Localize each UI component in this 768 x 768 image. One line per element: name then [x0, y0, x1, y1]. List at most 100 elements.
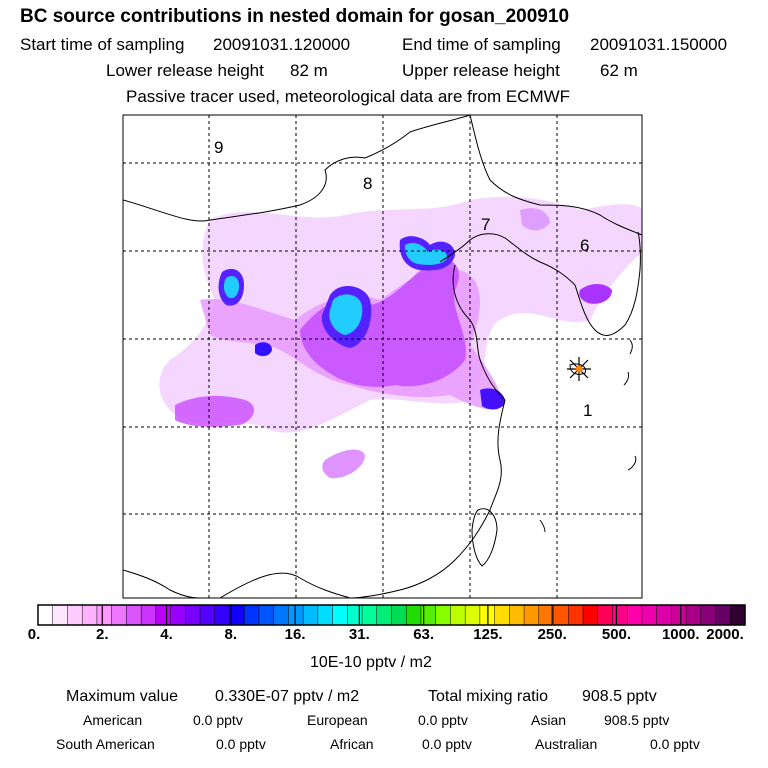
coastlines	[123, 115, 642, 598]
total-mixing-label: Total mixing ratio	[428, 688, 549, 705]
region-label-9: 9	[214, 138, 223, 157]
lower-height-value: 82 m	[290, 61, 328, 80]
colorbar-cell	[450, 604, 466, 626]
colorbar-cell	[626, 604, 643, 626]
colorbar-cell	[317, 604, 334, 626]
end-time-label: End time of sampling	[402, 35, 561, 54]
colorbar-cell	[214, 604, 231, 626]
start-time-value: 20091031.120000	[213, 35, 351, 54]
colorbar-cell	[671, 604, 687, 626]
colorbar-cell	[641, 604, 658, 626]
continent-european-value: 0.0 pptv	[418, 712, 468, 728]
max-value: 0.330E-07 pptv / m2	[215, 688, 360, 705]
colorbar-cell	[568, 604, 584, 626]
continent-australian-value: 0.0 pptv	[650, 736, 700, 752]
colorbar-frame	[37, 604, 746, 626]
colorbar-cell	[67, 604, 83, 626]
map-field	[123, 115, 642, 598]
colorbar-tick-label: 63.	[413, 626, 435, 643]
colorbar-cell	[656, 604, 672, 626]
continent-american-label: American	[83, 712, 143, 728]
region-label-7: 7	[481, 215, 490, 234]
colorbar	[37, 604, 746, 626]
receptor-dot	[575, 365, 583, 373]
concentration-field	[159, 197, 642, 479]
colorbar-tick-label: 4.	[160, 626, 173, 643]
colorbar-tick-label: 500.	[601, 626, 632, 643]
colorbar-cell	[597, 604, 613, 626]
lower-height-label: Lower release height	[106, 61, 264, 80]
region-label-1: 1	[583, 401, 592, 420]
region-label-8: 8	[363, 174, 372, 193]
receptor-star-icon	[567, 357, 591, 381]
colorbar-units: 10E-10 pptv / m2	[310, 654, 432, 671]
continent-asian-label: Asian	[531, 712, 567, 728]
colorbar-tick-label: 31.	[348, 626, 370, 643]
colorbar-cell	[81, 604, 98, 626]
colorbar-cell	[523, 604, 540, 626]
colorbar-cell	[185, 604, 201, 626]
colorbar-tick-label: 16.	[284, 626, 306, 643]
figure-title: BC source contributions in nested domain…	[20, 6, 570, 27]
colorbar-cell	[170, 604, 186, 626]
colorbar-cell	[199, 604, 216, 626]
continent-south-american-value: 0.0 pptv	[216, 736, 266, 752]
colorbar-cell	[435, 604, 451, 626]
colorbar-cell	[361, 604, 378, 626]
continent-asian-value: 908.5 pptv	[604, 712, 670, 728]
colorbar-cell	[111, 604, 127, 626]
colorbar-cell	[273, 604, 289, 626]
colorbar-cell	[730, 604, 746, 626]
colorbar-tick-label: 0.	[27, 626, 41, 643]
colorbar-cell	[126, 604, 142, 626]
colorbar-cell	[243, 604, 260, 626]
colorbar-tick-label: 250.	[537, 626, 567, 643]
colorbar-cell	[391, 604, 407, 626]
colorbar-cell	[140, 604, 157, 626]
colorbar-cell	[155, 604, 172, 626]
colorbar-tick-label: 2.	[96, 626, 109, 643]
colorbar-cell	[700, 604, 717, 626]
region-label-6: 6	[580, 236, 589, 255]
colorbar-cell	[715, 604, 731, 626]
colorbar-cell	[37, 604, 54, 626]
upper-height-value: 62 m	[600, 61, 638, 80]
continent-australian-label: Australian	[535, 736, 598, 752]
colorbar-cell	[553, 604, 569, 626]
upper-height-label: Upper release height	[402, 61, 560, 80]
colorbar-cell	[332, 604, 348, 626]
colorbar-cell	[376, 604, 393, 626]
continent-european-label: European	[307, 712, 368, 728]
colorbar-cell	[52, 604, 69, 626]
continent-american-value: 0.0 pptv	[193, 712, 243, 728]
end-time-value: 20091031.150000	[590, 35, 728, 54]
colorbar-cell	[96, 604, 113, 626]
map-frame	[122, 114, 643, 599]
continent-african-value: 0.0 pptv	[422, 736, 472, 752]
max-value-label: Maximum value	[66, 688, 179, 705]
colorbar-cell	[288, 604, 304, 626]
tracer-note: Passive tracer used, meteorological data…	[126, 87, 571, 106]
colorbar-tick-label: 2000.	[706, 626, 744, 643]
colorbar-cell	[464, 604, 481, 626]
start-time-label: Start time of sampling	[20, 35, 185, 54]
colorbar-cell	[302, 604, 319, 626]
colorbar-cell	[347, 604, 363, 626]
colorbar-cell	[685, 604, 702, 626]
footprint-map: 9 8 7 6 1	[37, 114, 746, 626]
colorbar-cell	[582, 604, 599, 626]
colorbar-tick-label: 1000.	[661, 626, 700, 643]
colorbar-tick-label: 8.	[224, 626, 238, 643]
colorbar-tick-label: 125.	[473, 626, 503, 643]
colorbar-cell	[494, 604, 510, 626]
colorbar-cell	[229, 604, 245, 626]
colorbar-cell	[612, 604, 628, 626]
colorbar-cell	[405, 604, 422, 626]
total-mixing-value: 908.5 pptv	[582, 688, 657, 705]
continent-african-label: African	[330, 736, 374, 752]
colorbar-cell	[538, 604, 555, 626]
region-grid	[123, 115, 642, 598]
colorbar-cell	[258, 604, 275, 626]
colorbar-cell	[509, 604, 525, 626]
continent-south-american-label: South American	[56, 736, 155, 752]
